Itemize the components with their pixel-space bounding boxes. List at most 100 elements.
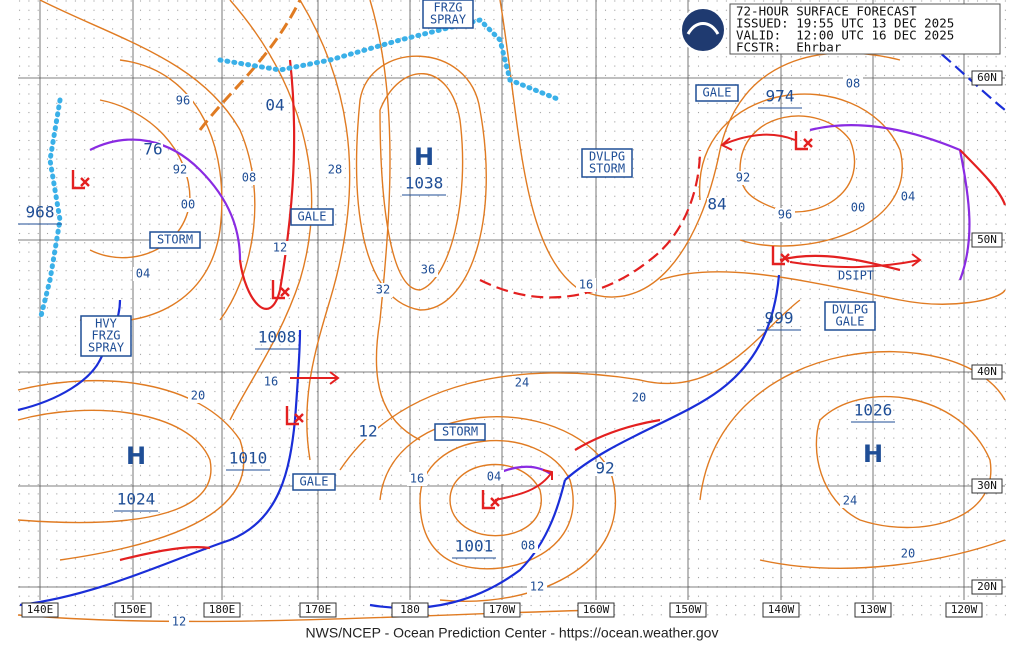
freezing-spray-dots	[37, 17, 563, 323]
isobar-label-bg	[512, 376, 532, 390]
warning-text: STORM	[442, 425, 478, 439]
header-line: VALID: 12:00 UTC 16 DEC 2025	[736, 28, 954, 43]
isobar-label: 12	[172, 615, 186, 629]
lat-label-box	[971, 478, 1003, 494]
arrows	[290, 133, 922, 501]
isobar-label-bg	[840, 494, 860, 508]
isobar-label: 92	[173, 163, 187, 177]
low-pressure: 968	[26, 203, 55, 222]
lon-label-box	[945, 602, 983, 618]
lat-label: 40N	[977, 365, 997, 378]
isobar-label-bg	[270, 241, 290, 255]
warning-text: GALE	[703, 86, 732, 100]
warning-text: FRZG	[434, 1, 463, 15]
isobar-label: 04	[265, 96, 284, 115]
lon-label-box	[114, 602, 152, 618]
isobar-label: 32	[376, 283, 390, 297]
lat-label: 50N	[977, 233, 997, 246]
isobar-label-bg	[898, 547, 918, 561]
isobar-label: 16	[579, 278, 593, 292]
lat-label-box	[971, 70, 1003, 86]
isobar-label-bg	[173, 94, 193, 108]
isobar-label-bg	[188, 389, 208, 403]
warning-text: GALE	[298, 210, 327, 224]
isobar-label: 28	[328, 163, 342, 177]
lon-label-box	[669, 602, 707, 618]
high-pressure: 1024	[117, 490, 156, 509]
isobar-label-bg	[418, 263, 438, 277]
high-pressure: 1038	[405, 174, 444, 193]
isobar-label-bg	[261, 375, 281, 389]
isobar-label: 12	[273, 241, 287, 255]
isobar-label-bg	[143, 143, 163, 157]
isobar-label-bg	[576, 278, 596, 292]
header-line: FCSTR: Ehrbar	[736, 40, 842, 55]
isobar-label: 16	[410, 472, 424, 486]
isobar-label: 08	[846, 77, 860, 91]
isobar-label-bg	[358, 425, 378, 439]
warning-text: SPRAY	[430, 13, 467, 27]
warning-text: SPRAY	[88, 341, 125, 355]
lat-label: 30N	[977, 479, 997, 492]
lon-label: 180E	[209, 603, 236, 616]
isobar-label: 92	[595, 459, 614, 478]
isobar-label: 08	[521, 539, 535, 553]
isobar-label-bg	[518, 539, 538, 553]
warning-text: DVLPG	[832, 303, 868, 317]
warning-box	[80, 315, 132, 357]
lon-label: 170E	[305, 603, 332, 616]
isobar-label-bg	[898, 190, 918, 204]
high-symbol: H	[414, 143, 434, 171]
lon-label-box	[21, 602, 59, 618]
warning-box	[581, 148, 633, 178]
low-pressure: 1001	[455, 537, 494, 556]
lon-label-box	[391, 602, 429, 618]
isobar-label: 20	[191, 389, 205, 403]
lat-label-box	[971, 364, 1003, 380]
warning-box	[695, 84, 739, 102]
header-line: 72-HOUR SURFACE FORECAST	[736, 4, 917, 19]
lon-label: 130W	[860, 603, 887, 616]
lon-label: 140W	[768, 603, 795, 616]
isobar-label-bg	[848, 201, 868, 215]
isobar-label: 00	[851, 201, 865, 215]
isobar-label: 04	[487, 470, 501, 484]
low-pressure: 1010	[229, 449, 268, 468]
isobar-label: 92	[736, 171, 750, 185]
header-box	[729, 3, 1001, 55]
isobar-label: 12	[530, 580, 544, 594]
warning-box	[422, 0, 474, 29]
warning-text: HVY	[95, 317, 117, 331]
low-pressure: 974	[766, 87, 795, 106]
lon-label-box	[483, 602, 521, 618]
isobar-label-bg	[775, 208, 795, 222]
isobar-label: 24	[515, 376, 529, 390]
low-symbol	[481, 490, 500, 510]
lon-label: 120W	[951, 603, 978, 616]
low-symbol	[271, 280, 290, 300]
isobar-label-bg	[595, 462, 615, 476]
isobar-label-bg	[239, 171, 259, 185]
footer: NWS/NCEP - Ocean Prediction Center - htt…	[306, 625, 719, 641]
low-pressure: 999	[765, 309, 794, 328]
lon-label: 170W	[489, 603, 516, 616]
lat-label-box	[971, 579, 1003, 595]
warning-text: GALE	[300, 475, 329, 489]
warning-text: DSIPT	[838, 269, 874, 283]
isobar-label-bg	[169, 615, 189, 629]
isobar-label: 20	[632, 391, 646, 405]
isobar-label: 36	[421, 263, 435, 277]
lon-label: 150W	[675, 603, 702, 616]
warning-box	[292, 473, 336, 491]
lon-label-box	[762, 602, 800, 618]
low-pressure: 1008	[258, 328, 297, 347]
isobar-label: 84	[707, 195, 726, 214]
isobar-label: 04	[901, 190, 915, 204]
warning-text: STORM	[589, 162, 625, 176]
isobar-label: 96	[778, 208, 792, 222]
graticule	[18, 0, 1005, 600]
isobar-label-bg	[265, 99, 285, 113]
high-pressure: 1026	[854, 401, 893, 420]
noaa-logo-bird	[686, 22, 720, 35]
